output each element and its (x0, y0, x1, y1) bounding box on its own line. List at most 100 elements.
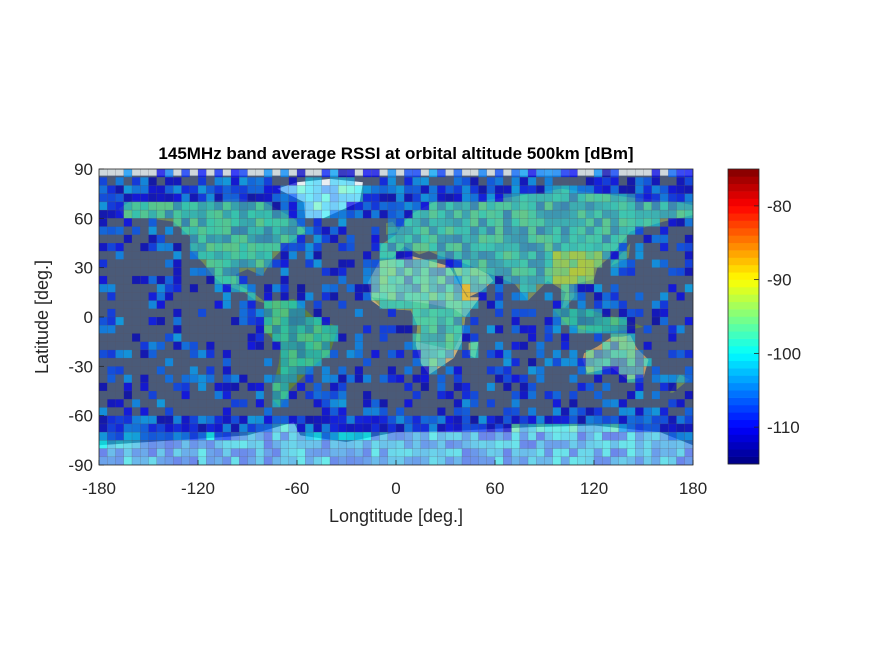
heat-cell (305, 374, 314, 383)
heat-cell (379, 300, 388, 309)
heat-cell (264, 440, 273, 449)
heat-cell (495, 300, 504, 309)
heat-cell (404, 169, 413, 178)
heat-cell (354, 366, 363, 375)
heat-cell (156, 234, 165, 243)
heat-cell (437, 193, 446, 202)
heat-cell (181, 415, 190, 424)
heat-cell (420, 341, 429, 350)
heat-cell (511, 423, 520, 433)
heat-cell (544, 325, 553, 334)
heat-cell (618, 432, 627, 441)
heat-cell (305, 193, 314, 202)
heat-cell (264, 234, 273, 243)
heat-cell (618, 366, 627, 375)
heat-cell (231, 169, 240, 178)
heat-cell (396, 275, 405, 285)
rssi-heatmap (99, 169, 693, 465)
heat-cell (585, 366, 594, 375)
heat-cell (561, 259, 570, 268)
heat-cell (288, 177, 297, 186)
heat-cell (371, 169, 380, 178)
heat-cell (379, 185, 388, 194)
heat-cell (618, 341, 627, 350)
heat-cell (255, 201, 264, 211)
heat-cell (412, 317, 421, 326)
heat-cell (321, 267, 330, 276)
heat-cell (132, 333, 141, 342)
heat-cell (379, 267, 388, 276)
heat-cell (511, 308, 520, 317)
heat-cell (594, 300, 603, 309)
heat-cell (231, 415, 240, 424)
heat-cell (569, 349, 578, 359)
heat-cell (387, 292, 396, 301)
heat-cell (577, 366, 586, 375)
heat-cell (486, 448, 495, 457)
heat-cell (503, 251, 512, 260)
heat-cell (107, 226, 116, 235)
heat-cell (247, 185, 256, 194)
heat-cell (321, 415, 330, 424)
heat-cell (643, 341, 652, 350)
heat-cell (602, 317, 611, 326)
heat-cell (561, 292, 570, 301)
heat-cell (445, 308, 454, 317)
heat-cell (189, 201, 198, 211)
heat-cell (462, 275, 471, 285)
heat-cell (99, 201, 108, 211)
colorbar-level (728, 434, 759, 443)
heat-cell (272, 300, 281, 309)
heat-cell (635, 440, 644, 449)
heat-cell (585, 284, 594, 293)
heat-cell (437, 275, 446, 285)
heat-cell (536, 243, 545, 252)
heat-cell (561, 407, 570, 416)
heat-cell (453, 234, 462, 243)
heat-cell (387, 275, 396, 285)
heat-cell (297, 308, 306, 317)
heat-cell (635, 251, 644, 260)
heat-cell (651, 201, 660, 211)
heat-cell (453, 259, 462, 268)
heat-cell (132, 440, 141, 449)
heat-cell (222, 226, 231, 235)
heat-cell (396, 407, 405, 416)
heat-cell (198, 382, 207, 391)
heat-cell (627, 415, 636, 424)
heat-cell (544, 201, 553, 211)
heat-cell (462, 177, 471, 186)
heat-cell (198, 226, 207, 235)
heat-cell (363, 448, 372, 457)
heat-cell (297, 185, 306, 194)
heat-cell (206, 243, 215, 252)
heat-cell (627, 333, 636, 342)
heat-cell (453, 366, 462, 375)
heat-cell (239, 284, 248, 293)
heat-cell (519, 267, 528, 276)
heat-cell (486, 177, 495, 186)
heat-cell (173, 284, 182, 293)
heat-cell (313, 226, 322, 235)
heat-cell (569, 234, 578, 243)
heat-cell (330, 177, 339, 186)
heat-cell (635, 415, 644, 424)
heat-cell (445, 440, 454, 449)
colorbar-level (728, 228, 759, 236)
heat-cell (478, 448, 487, 457)
heat-cell (363, 432, 372, 441)
heat-cell (412, 226, 421, 235)
heat-cell (552, 275, 561, 285)
heat-cell (660, 374, 669, 383)
heat-cell (140, 275, 149, 285)
heat-cell (437, 407, 446, 416)
heat-cell (470, 177, 479, 186)
heat-cell (437, 456, 446, 465)
heat-cell (214, 275, 223, 285)
colorbar-level (728, 213, 759, 221)
heat-cell (462, 391, 471, 400)
heat-cell (486, 325, 495, 334)
heat-cell (264, 259, 273, 268)
heat-cell (222, 243, 231, 252)
heat-cell (544, 169, 553, 178)
